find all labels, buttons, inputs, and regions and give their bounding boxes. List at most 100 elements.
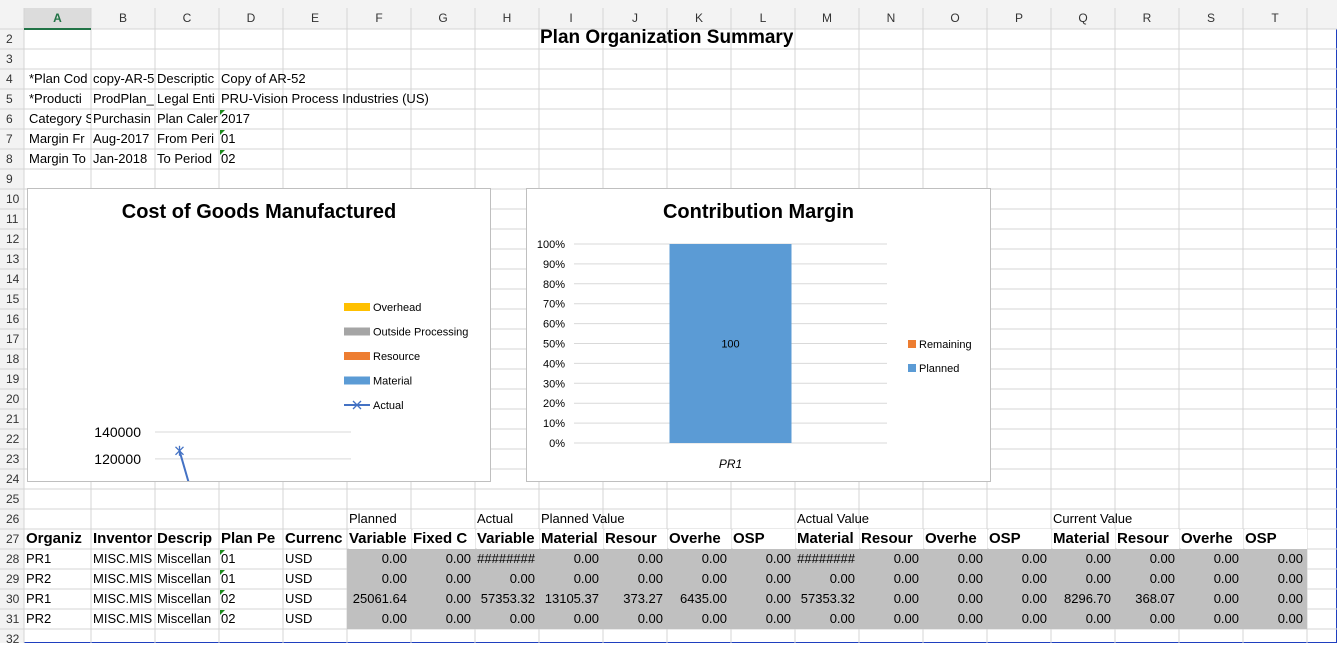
table-cell[interactable]: 0.00 bbox=[475, 569, 539, 589]
table-cell[interactable]: Miscellan bbox=[157, 571, 212, 586]
table-cell[interactable]: 0.00 bbox=[923, 609, 987, 629]
table-cell[interactable]: 0.00 bbox=[411, 569, 475, 589]
table-cell[interactable]: 0.00 bbox=[539, 569, 603, 589]
table-header-cell[interactable]: Overhe bbox=[1181, 529, 1243, 549]
row-header-15[interactable]: 15 bbox=[6, 292, 20, 306]
column-header-c[interactable]: C bbox=[182, 11, 192, 25]
table-cell[interactable]: 0.00 bbox=[923, 549, 987, 569]
param-label[interactable]: Legal Enti bbox=[157, 91, 215, 106]
table-cell[interactable]: MISC.MIS bbox=[93, 611, 153, 626]
table-cell[interactable]: 0.00 bbox=[987, 589, 1051, 609]
row-header-24[interactable]: 24 bbox=[6, 472, 20, 486]
column-header-i[interactable]: I bbox=[569, 11, 573, 25]
column-header-p[interactable]: P bbox=[1014, 11, 1023, 25]
row-header-30[interactable]: 30 bbox=[6, 592, 20, 606]
table-cell[interactable]: 0.00 bbox=[1243, 589, 1307, 609]
table-cell[interactable]: 0.00 bbox=[795, 569, 859, 589]
column-header-s[interactable]: S bbox=[1206, 11, 1215, 25]
row-header-32[interactable]: 32 bbox=[6, 632, 20, 646]
column-header-q[interactable]: Q bbox=[1078, 11, 1088, 25]
table-cell[interactable]: 01 bbox=[221, 571, 236, 586]
table-cell[interactable]: 57353.32 bbox=[795, 589, 859, 609]
table-header-cell[interactable]: OSP bbox=[733, 529, 795, 549]
column-header-e[interactable]: E bbox=[310, 11, 319, 25]
param-label[interactable]: Plan Caler bbox=[157, 111, 218, 126]
table-cell[interactable]: 0.00 bbox=[859, 589, 923, 609]
table-header-cell[interactable]: Material bbox=[797, 529, 859, 549]
row-header-31[interactable]: 31 bbox=[6, 612, 20, 626]
row-header-13[interactable]: 13 bbox=[6, 252, 20, 266]
row-header-2[interactable]: 2 bbox=[6, 32, 13, 46]
table-cell[interactable]: 02 bbox=[221, 611, 236, 626]
table-header-cell[interactable]: Currenc bbox=[285, 530, 343, 547]
table-header-cell[interactable]: Resour bbox=[1117, 529, 1179, 549]
column-header-d[interactable]: D bbox=[246, 11, 256, 25]
table-cell[interactable]: 0.00 bbox=[859, 569, 923, 589]
table-header-cell[interactable]: OSP bbox=[1245, 529, 1307, 549]
table-cell[interactable]: 0.00 bbox=[859, 549, 923, 569]
table-cell[interactable]: 0.00 bbox=[539, 609, 603, 629]
param-value[interactable]: Copy of AR-52 bbox=[221, 71, 306, 86]
column-header-a[interactable]: A bbox=[53, 11, 62, 25]
contribution-margin-chart[interactable]: Contribution Margin 0% 10% 20% 30% 40% 50% 60%… bbox=[526, 188, 991, 482]
table-cell[interactable]: 6435.00 bbox=[667, 589, 731, 609]
table-header-cell[interactable]: OSP bbox=[989, 529, 1051, 549]
table-cell[interactable]: 01 bbox=[221, 551, 236, 566]
row-header-14[interactable]: 14 bbox=[6, 272, 20, 286]
param-value[interactable]: copy-AR-5 bbox=[93, 71, 155, 86]
table-header-cell[interactable]: Resour bbox=[861, 529, 923, 549]
param-value[interactable]: ProdPlan_ bbox=[93, 91, 154, 106]
table-cell[interactable]: 0.00 bbox=[1115, 569, 1179, 589]
table-header-cell[interactable]: Inventor bbox=[93, 530, 153, 547]
table-cell[interactable]: 373.27 bbox=[603, 589, 667, 609]
column-header-f[interactable]: F bbox=[375, 11, 383, 25]
table-cell[interactable]: 0.00 bbox=[1179, 609, 1243, 629]
param-label[interactable]: Category S bbox=[29, 111, 91, 126]
row-header-18[interactable]: 18 bbox=[6, 352, 20, 366]
row-header-7[interactable]: 7 bbox=[6, 132, 13, 146]
param-value[interactable]: 02 bbox=[221, 151, 236, 166]
table-cell[interactable]: 0.00 bbox=[347, 609, 411, 629]
table-header-cell[interactable]: Variable bbox=[349, 529, 411, 549]
row-header-6[interactable]: 6 bbox=[6, 112, 13, 126]
table-cell[interactable]: PR1 bbox=[26, 551, 52, 566]
param-value[interactable]: 2017 bbox=[221, 111, 250, 126]
table-header-cell[interactable]: Organiz bbox=[26, 530, 82, 547]
table-cell[interactable]: 0.00 bbox=[667, 569, 731, 589]
table-header-cell[interactable]: Overhe bbox=[925, 529, 987, 549]
table-header-cell[interactable]: Material bbox=[1053, 529, 1115, 549]
table-cell[interactable]: PR2 bbox=[26, 611, 52, 626]
table-cell[interactable]: USD bbox=[285, 591, 313, 606]
table-cell[interactable]: 0.00 bbox=[667, 609, 731, 629]
row-header-28[interactable]: 28 bbox=[6, 552, 20, 566]
column-header-k[interactable]: K bbox=[694, 11, 703, 25]
table-cell[interactable]: 0.00 bbox=[1051, 549, 1115, 569]
table-cell[interactable]: 02 bbox=[221, 591, 236, 606]
cogm-chart[interactable]: Cost of Goods Manufactured 0200004000060… bbox=[27, 188, 491, 482]
param-label[interactable]: To Period bbox=[157, 151, 212, 166]
table-cell[interactable]: 8296.70 bbox=[1051, 589, 1115, 609]
table-cell[interactable]: USD bbox=[285, 571, 313, 586]
table-cell[interactable]: 0.00 bbox=[603, 609, 667, 629]
table-cell[interactable]: Miscellan bbox=[157, 591, 212, 606]
param-value[interactable]: PRU-Vision Process Industries (US) bbox=[221, 91, 429, 106]
row-header-22[interactable]: 22 bbox=[6, 432, 20, 446]
param-label[interactable]: Margin Fr bbox=[29, 131, 85, 146]
table-cell[interactable]: 368.07 bbox=[1115, 589, 1179, 609]
row-header-27[interactable]: 27 bbox=[6, 532, 20, 546]
table-cell[interactable]: 0.00 bbox=[923, 569, 987, 589]
table-cell[interactable]: MISC.MIS bbox=[93, 571, 153, 586]
table-header-cell[interactable]: Plan Pe bbox=[221, 530, 276, 547]
param-label[interactable]: From Peri bbox=[157, 131, 215, 146]
table-cell[interactable]: 0.00 bbox=[539, 549, 603, 569]
table-cell[interactable]: 0.00 bbox=[731, 609, 795, 629]
table-cell[interactable]: 0.00 bbox=[1179, 549, 1243, 569]
param-value[interactable]: Jan-2018 bbox=[93, 151, 148, 166]
column-header-g[interactable]: G bbox=[438, 11, 448, 25]
table-cell[interactable]: 0.00 bbox=[1243, 569, 1307, 589]
table-cell[interactable]: 13105.37 bbox=[539, 589, 603, 609]
table-cell[interactable]: 0.00 bbox=[603, 549, 667, 569]
table-header-cell[interactable]: Resour bbox=[605, 529, 667, 549]
table-cell[interactable]: 57353.32 bbox=[475, 589, 539, 609]
table-header-cell[interactable]: Material bbox=[541, 529, 603, 549]
